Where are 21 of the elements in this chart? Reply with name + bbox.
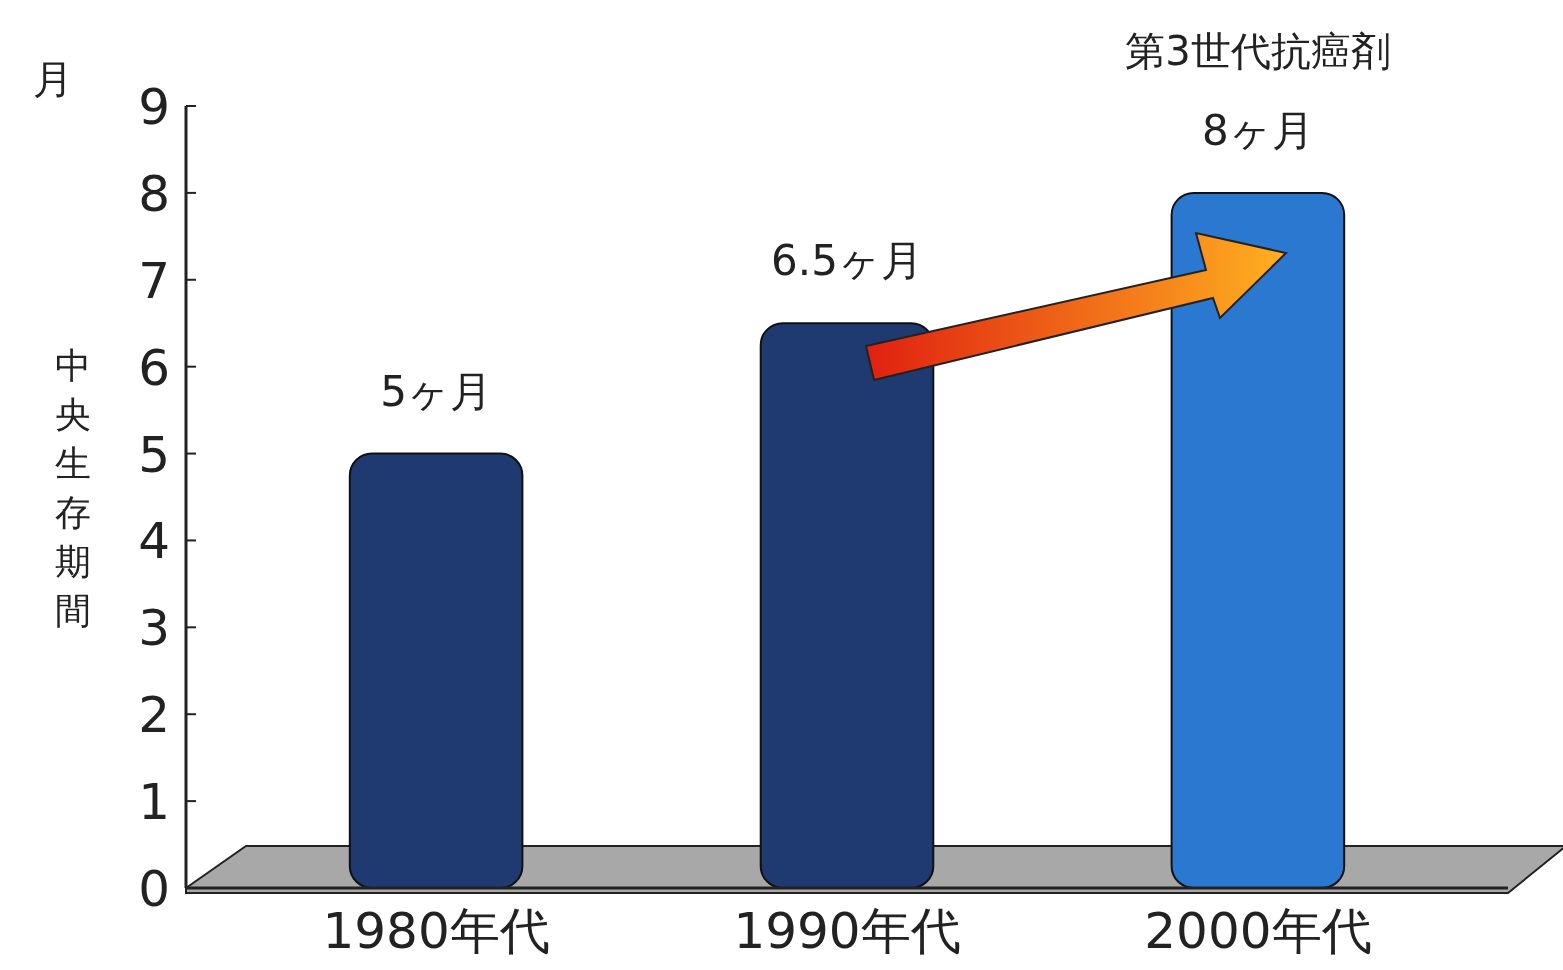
y-tick-label: 1 [138, 773, 170, 832]
y-tick-label: 7 [138, 251, 170, 310]
y-tick-label: 6 [138, 338, 170, 397]
text: 月 [33, 56, 73, 102]
annotation: 第3世代抗癌剤 [1125, 27, 1391, 74]
y-tick-label: 2 [138, 686, 170, 745]
data-label: 8ヶ月 [1202, 105, 1314, 155]
x-tick-label: 1980年代 [322, 902, 550, 960]
y-tick-label: 0 [138, 860, 170, 918]
bar [759, 322, 935, 889]
y-tick-label: 3 [138, 599, 170, 658]
y-axis-title: 中央生存期間 [55, 345, 91, 631]
y-tick-label: 5 [138, 425, 170, 484]
y-tick-label: 4 [138, 512, 170, 571]
x-tick-label: 2000年代 [1144, 902, 1372, 960]
data-label: 6.5ヶ月 [771, 236, 923, 286]
y-tick-label: 9 [138, 78, 170, 136]
y-tick-label: 8 [138, 164, 170, 223]
data-label: 5ヶ月 [380, 366, 492, 416]
bar [348, 452, 524, 889]
x-tick-label: 1990年代 [733, 902, 961, 960]
